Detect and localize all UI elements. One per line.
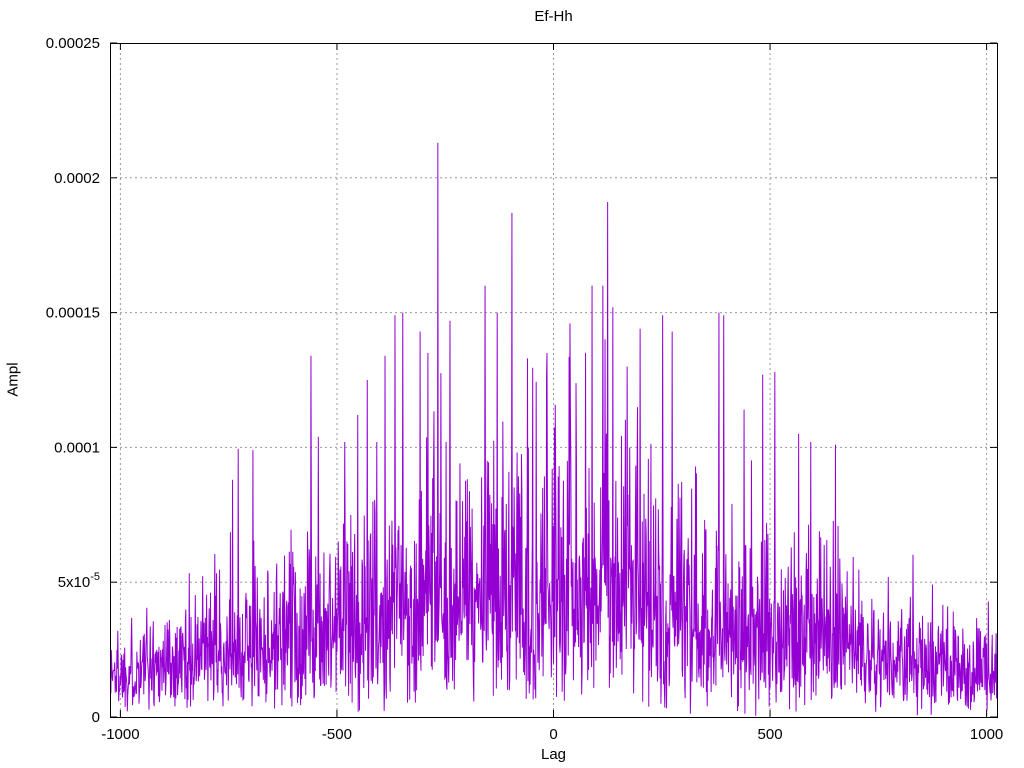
x-tick-label: 0: [549, 726, 557, 743]
y-tick-label: 0: [92, 709, 100, 726]
y-tick-label: 0.0002: [54, 170, 100, 187]
correlation-trace: [110, 142, 998, 716]
chart-title: Ef-Hh: [534, 8, 573, 25]
y-tick-label: 0.00025: [46, 35, 100, 52]
y-tick-label: 0.0001: [54, 439, 100, 456]
y-tick-label: 0.00015: [46, 305, 100, 322]
x-tick-label: -500: [322, 726, 352, 743]
y-axis-label: Ampl: [4, 362, 22, 397]
y-tick-label: 5x10-5: [58, 571, 100, 591]
x-tick-label: 500: [758, 726, 783, 743]
x-tick-label: 1000: [970, 726, 1003, 743]
x-axis-label: Lag: [540, 746, 567, 763]
x-tick-label: -1000: [101, 726, 139, 743]
